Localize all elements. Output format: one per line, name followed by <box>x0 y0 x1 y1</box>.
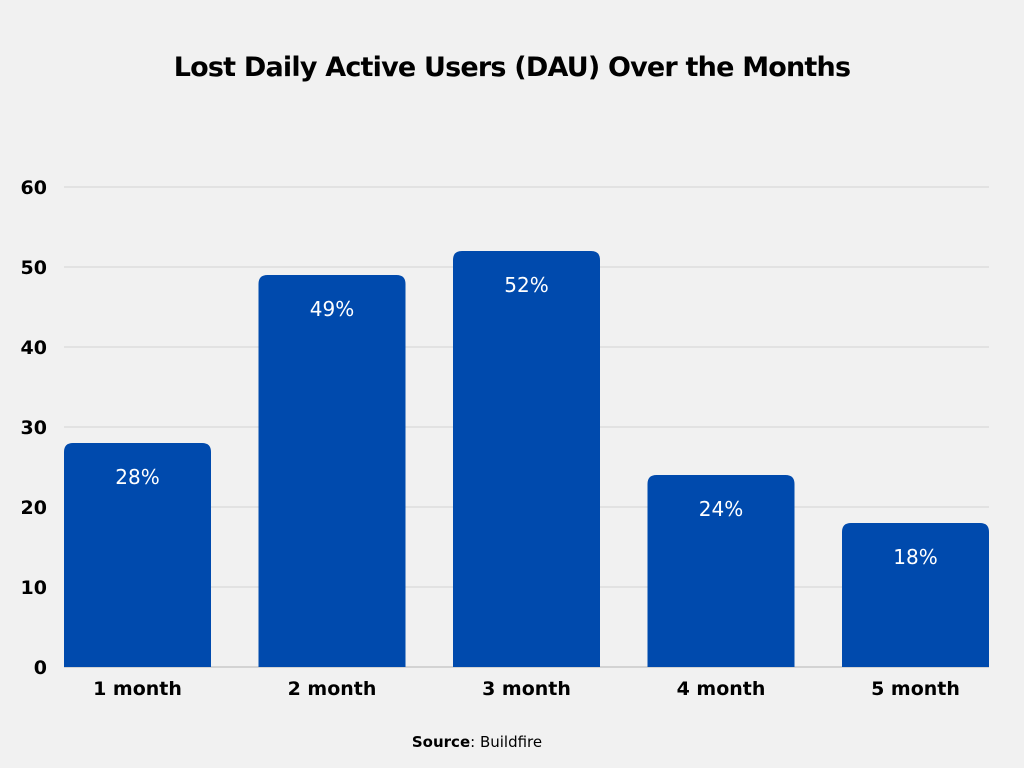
x-tick-label: 5 month <box>871 678 960 700</box>
x-tick-label: 1 month <box>93 678 182 700</box>
y-tick-label: 50 <box>21 257 47 279</box>
y-tick-label: 20 <box>21 497 47 519</box>
bar <box>64 443 211 667</box>
chart-title: Lost Daily Active Users (DAU) Over the M… <box>173 52 851 83</box>
source-note: Source: Buildfire <box>0 733 954 751</box>
y-tick-label: 30 <box>21 417 47 439</box>
y-tick-label: 60 <box>21 177 47 199</box>
source-label: Source <box>411 733 471 751</box>
data-label: 28% <box>115 465 159 489</box>
data-label: 24% <box>699 497 743 521</box>
x-tick-label: 4 month <box>677 678 766 700</box>
bar <box>842 523 989 667</box>
y-tick-label: 0 <box>34 657 47 679</box>
data-label: 52% <box>504 273 548 297</box>
bar <box>647 475 795 667</box>
data-label: 18% <box>893 545 937 569</box>
x-tick-label: 2 month <box>288 678 377 700</box>
source-value: : Buildfire <box>470 733 543 751</box>
bar <box>258 275 406 667</box>
y-tick-label: 10 <box>21 577 47 599</box>
x-tick-label: 3 month <box>482 678 571 700</box>
y-tick-label: 40 <box>21 337 47 359</box>
bar <box>453 251 600 667</box>
data-label: 49% <box>310 297 354 321</box>
